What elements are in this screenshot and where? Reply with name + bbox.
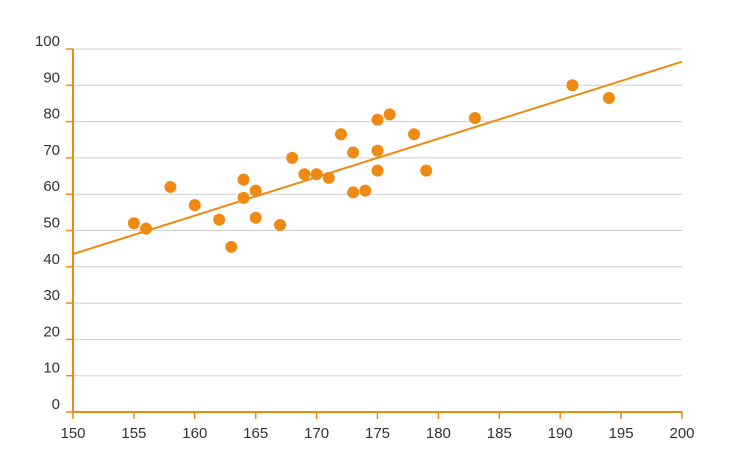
data-point xyxy=(164,180,177,193)
data-point xyxy=(286,151,299,164)
y-tick-label: 90 xyxy=(43,69,60,86)
x-tick-label: 185 xyxy=(487,425,512,442)
data-point xyxy=(566,79,579,92)
data-point xyxy=(602,92,615,105)
x-axis-ticks: 150 155 160 165 170 175 180 185 190 195 200 xyxy=(60,412,695,442)
y-tick-label: 60 xyxy=(43,178,60,195)
y-tick-label: 80 xyxy=(43,106,60,123)
data-point xyxy=(225,240,238,253)
data-point xyxy=(310,168,323,181)
x-tick-label: 165 xyxy=(243,425,268,442)
x-tick-label: 180 xyxy=(426,425,451,442)
data-point xyxy=(298,168,311,181)
data-point xyxy=(347,186,360,199)
data-point xyxy=(371,113,384,126)
trendline xyxy=(72,60,683,256)
data-point xyxy=(334,128,347,141)
y-tick-label: 70 xyxy=(43,142,60,159)
data-point xyxy=(249,184,262,197)
gridlines xyxy=(73,48,682,377)
x-tick-label: 150 xyxy=(60,425,85,442)
data-point xyxy=(322,171,335,184)
y-tick-label: 0 xyxy=(52,396,60,413)
x-tick-label: 195 xyxy=(609,425,634,442)
data-point xyxy=(213,213,226,226)
data-point xyxy=(127,217,140,230)
y-tick-label: 10 xyxy=(43,360,60,377)
y-tick-label: 30 xyxy=(43,287,60,304)
x-tick-label: 170 xyxy=(304,425,329,442)
x-tick-label: 160 xyxy=(182,425,207,442)
y-tick-label: 20 xyxy=(43,323,60,340)
x-tick-label: 175 xyxy=(365,425,390,442)
data-point xyxy=(359,184,372,197)
data-point xyxy=(347,146,360,159)
x-tick-label: 155 xyxy=(121,425,146,442)
y-tick-label: 50 xyxy=(43,215,60,232)
data-point xyxy=(237,191,250,204)
y-axis-ticks: 0 10 20 30 40 50 60 70 80 90 100 xyxy=(35,33,73,413)
data-point xyxy=(249,211,262,224)
data-point xyxy=(383,108,396,121)
y-tick-label: 100 xyxy=(35,33,60,50)
data-point xyxy=(408,128,421,141)
data-point xyxy=(371,144,384,157)
y-tick-label: 40 xyxy=(43,251,60,268)
data-point xyxy=(468,111,481,124)
x-tick-label: 200 xyxy=(669,425,694,442)
data-points xyxy=(127,79,615,253)
data-point xyxy=(420,164,433,177)
data-point xyxy=(140,222,153,235)
data-point xyxy=(274,219,287,232)
x-tick-label: 190 xyxy=(548,425,573,442)
data-point xyxy=(237,173,250,186)
data-point xyxy=(188,199,201,212)
data-point xyxy=(371,164,384,177)
